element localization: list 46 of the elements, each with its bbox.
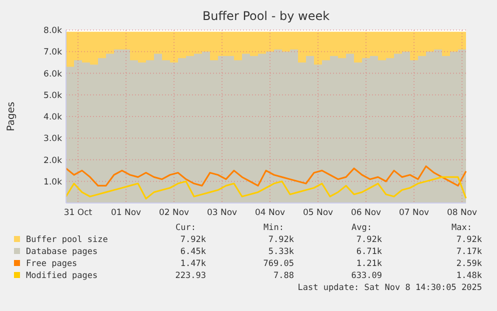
y-tick-label: 4.0k bbox=[44, 112, 62, 122]
legend-label: Modified pages bbox=[26, 271, 98, 281]
text: 7.92k bbox=[180, 235, 206, 245]
x-tick-label: 08 Nov bbox=[446, 208, 478, 218]
x-tick-label: 07 Nov bbox=[398, 208, 430, 218]
x-tick-label: 02 Nov bbox=[158, 208, 190, 218]
y-tick-label: 1.0k bbox=[44, 177, 62, 188]
text: 7.92k bbox=[356, 235, 382, 245]
y-tick-label: 5.0k bbox=[44, 90, 62, 101]
text: 223.93 bbox=[175, 271, 206, 281]
y-axis-title: Pages bbox=[6, 102, 17, 132]
y-tick-label: 3.0k bbox=[44, 134, 62, 144]
x-tick-label: 03 Nov bbox=[206, 208, 238, 218]
y-tick-label: 6.0k bbox=[44, 69, 62, 80]
text: Last update: Sat Nov 8 14:30:05 2025 bbox=[298, 283, 482, 293]
x-tick-label: 04 Nov bbox=[254, 208, 286, 218]
x-tick-label: 01 Nov bbox=[110, 208, 142, 218]
text: 7.92k bbox=[268, 235, 294, 245]
text: 7.88 bbox=[274, 271, 294, 281]
text: 5.33k bbox=[268, 247, 294, 257]
legend-label: Buffer pool size bbox=[26, 235, 108, 245]
text: Min: bbox=[264, 223, 284, 233]
x-tick-label: 05 Nov bbox=[302, 208, 334, 218]
x-tick-label: 06 Nov bbox=[350, 208, 382, 218]
text: 7.17k bbox=[456, 247, 482, 257]
text: 7.92k bbox=[456, 235, 482, 245]
text: 633.09 bbox=[351, 271, 382, 281]
line-series bbox=[65, 176, 467, 200]
text: 1.48k bbox=[456, 271, 482, 281]
text: 6.71k bbox=[356, 247, 382, 257]
text: Avg: bbox=[352, 223, 372, 233]
y-tick-label: 2.0k bbox=[44, 156, 62, 166]
chart-title: Buffer Pool - by week bbox=[202, 9, 330, 23]
text: 2.59k bbox=[456, 259, 482, 269]
text: Cur: bbox=[176, 223, 196, 233]
text: 6.45k bbox=[180, 247, 206, 257]
y-tick-label: 8.0k bbox=[44, 26, 62, 36]
x-tick-label: 31 Oct bbox=[64, 208, 93, 218]
text: Max: bbox=[452, 223, 472, 233]
text: 1.21k bbox=[356, 259, 382, 269]
text: 1.47k bbox=[180, 259, 206, 269]
text: 769.05 bbox=[263, 259, 294, 269]
legend-label: Database pages bbox=[26, 247, 98, 257]
y-tick-label: 7.0k bbox=[44, 48, 62, 58]
legend-label: Free pages bbox=[26, 259, 78, 269]
line-series bbox=[65, 165, 467, 186]
